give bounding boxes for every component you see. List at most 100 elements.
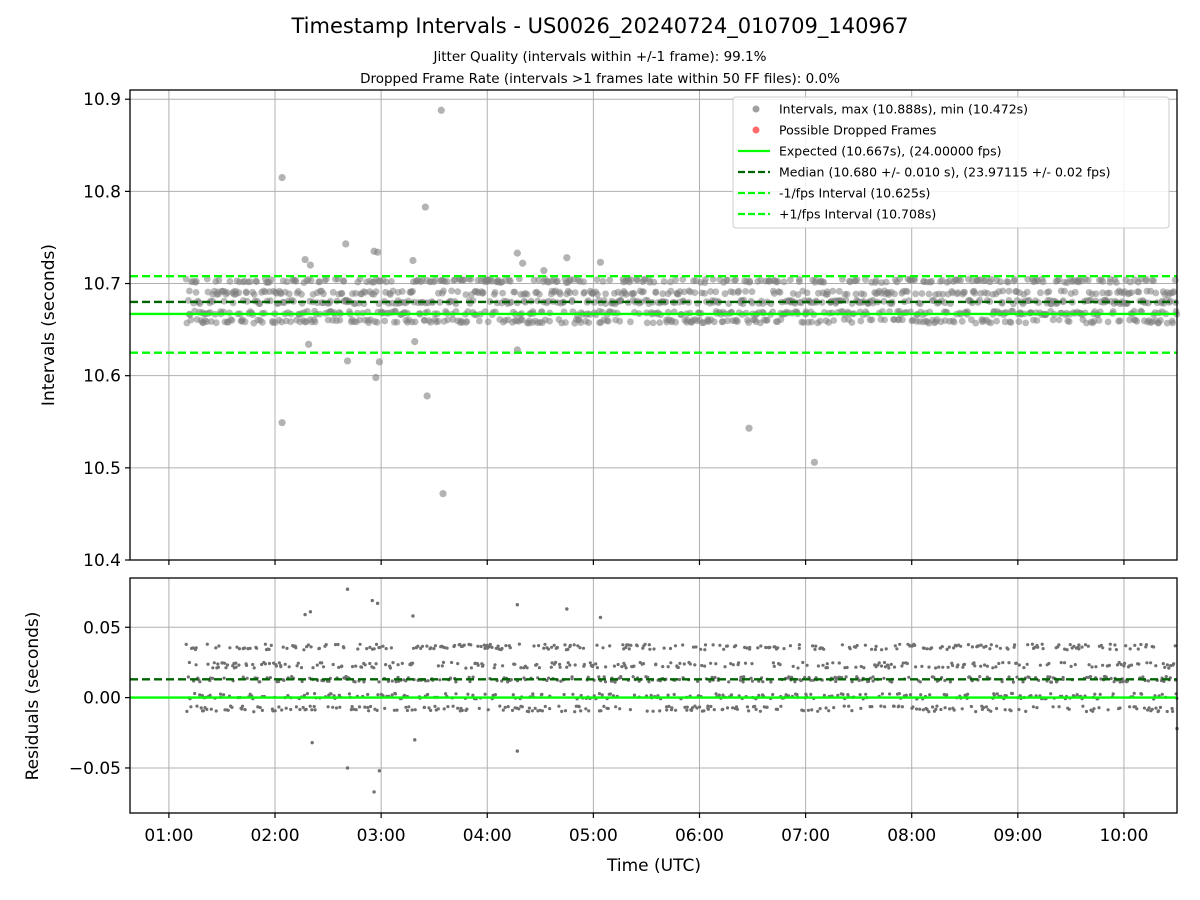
- residual-point: [493, 663, 497, 667]
- residual-point: [776, 646, 780, 650]
- residual-point: [1041, 647, 1045, 651]
- residual-point: [1136, 647, 1140, 651]
- interval-point: [860, 291, 868, 298]
- residual-point: [932, 675, 936, 679]
- residual-point: [685, 705, 689, 709]
- interval-point: [835, 287, 843, 295]
- residual-point: [214, 646, 218, 650]
- residual-point: [742, 675, 746, 679]
- residual-point: [731, 663, 735, 667]
- residual-point: [646, 675, 650, 679]
- interval-point: [667, 287, 675, 295]
- residual-point: [273, 709, 277, 713]
- interval-point: [581, 288, 588, 296]
- residual-point: [662, 646, 666, 650]
- residual-point: [587, 709, 591, 713]
- residual-point: [983, 663, 987, 667]
- top-y-tick-label: 10.8: [83, 182, 121, 202]
- interval-point: [499, 289, 506, 297]
- residual-point: [527, 710, 531, 714]
- residual-point: [870, 647, 874, 651]
- residual-point: [844, 675, 848, 679]
- interval-point: [226, 278, 234, 285]
- residual-point: [825, 662, 829, 666]
- interval-point: [1169, 319, 1176, 327]
- residual-point: [1061, 677, 1065, 682]
- residual-point: [568, 643, 573, 648]
- interval-point: [444, 316, 452, 324]
- interval-outlier-point: [423, 392, 431, 400]
- residual-point: [745, 646, 749, 650]
- residual-point: [858, 693, 862, 697]
- residual-point: [735, 707, 740, 711]
- legend-label-plus-fps: +1/fps Interval (10.708s): [779, 207, 936, 222]
- residual-point: [347, 692, 351, 696]
- residual-point: [315, 663, 319, 667]
- residual-point: [782, 647, 786, 651]
- residual-point: [426, 679, 430, 683]
- residual-point: [1031, 705, 1035, 709]
- residual-point: [476, 663, 480, 667]
- residual-point: [1075, 693, 1079, 697]
- interval-point: [971, 289, 979, 297]
- residual-point: [280, 708, 284, 712]
- residual-point: [368, 645, 372, 650]
- residual-point: [1014, 661, 1019, 665]
- residual-point: [1167, 666, 1171, 670]
- residual-point: [738, 678, 743, 682]
- residual-point: [626, 643, 631, 647]
- residual-point: [960, 707, 964, 711]
- residual-point: [846, 693, 850, 697]
- residual-point: [271, 709, 275, 713]
- residual-point: [1086, 644, 1090, 648]
- residual-point: [603, 680, 608, 684]
- residual-point: [208, 693, 212, 698]
- residual-point: [357, 705, 362, 709]
- residual-point: [407, 705, 411, 709]
- residual-point: [698, 705, 702, 709]
- residual-point: [1162, 679, 1166, 684]
- residual-point: [966, 643, 971, 647]
- residual-point: [277, 661, 281, 665]
- residual-point: [1171, 709, 1175, 714]
- interval-outlier-point: [439, 490, 447, 498]
- residual-point: [305, 692, 309, 696]
- residual-point: [1164, 675, 1168, 679]
- residual-point: [286, 694, 290, 698]
- residual-point: [948, 680, 953, 684]
- residual-point: [880, 692, 885, 696]
- residual-point: [195, 704, 199, 708]
- residual-point: [306, 643, 310, 647]
- residual-point: [200, 693, 204, 698]
- interval-point: [393, 318, 401, 326]
- residual-point: [710, 675, 714, 679]
- residual-point: [496, 644, 500, 648]
- residual-point: [703, 648, 707, 652]
- residual-point: [557, 704, 561, 708]
- residual-point: [651, 709, 655, 713]
- x-tick-label: 07:00: [781, 826, 830, 846]
- residual-point: [1157, 709, 1161, 713]
- residual-point: [673, 644, 678, 648]
- residual-point: [1099, 677, 1103, 681]
- interval-point: [911, 276, 919, 284]
- residual-point: [225, 663, 230, 667]
- interval-point: [311, 318, 319, 326]
- residual-point: [531, 692, 535, 696]
- interval-point: [606, 276, 614, 284]
- residual-point: [604, 665, 608, 669]
- residual-point: [683, 705, 687, 709]
- interval-point: [622, 291, 630, 298]
- residual-point: [527, 706, 532, 710]
- residual-point: [1049, 680, 1054, 684]
- residual-point: [209, 707, 213, 711]
- interval-point: [796, 275, 803, 283]
- residual-point: [600, 693, 604, 697]
- residual-point: [312, 704, 316, 709]
- residual-point: [237, 663, 241, 667]
- residual-point: [198, 693, 202, 697]
- residual-point: [436, 707, 440, 711]
- interval-point: [259, 318, 266, 326]
- residual-point: [873, 647, 878, 652]
- interval-outlier-point: [421, 203, 429, 211]
